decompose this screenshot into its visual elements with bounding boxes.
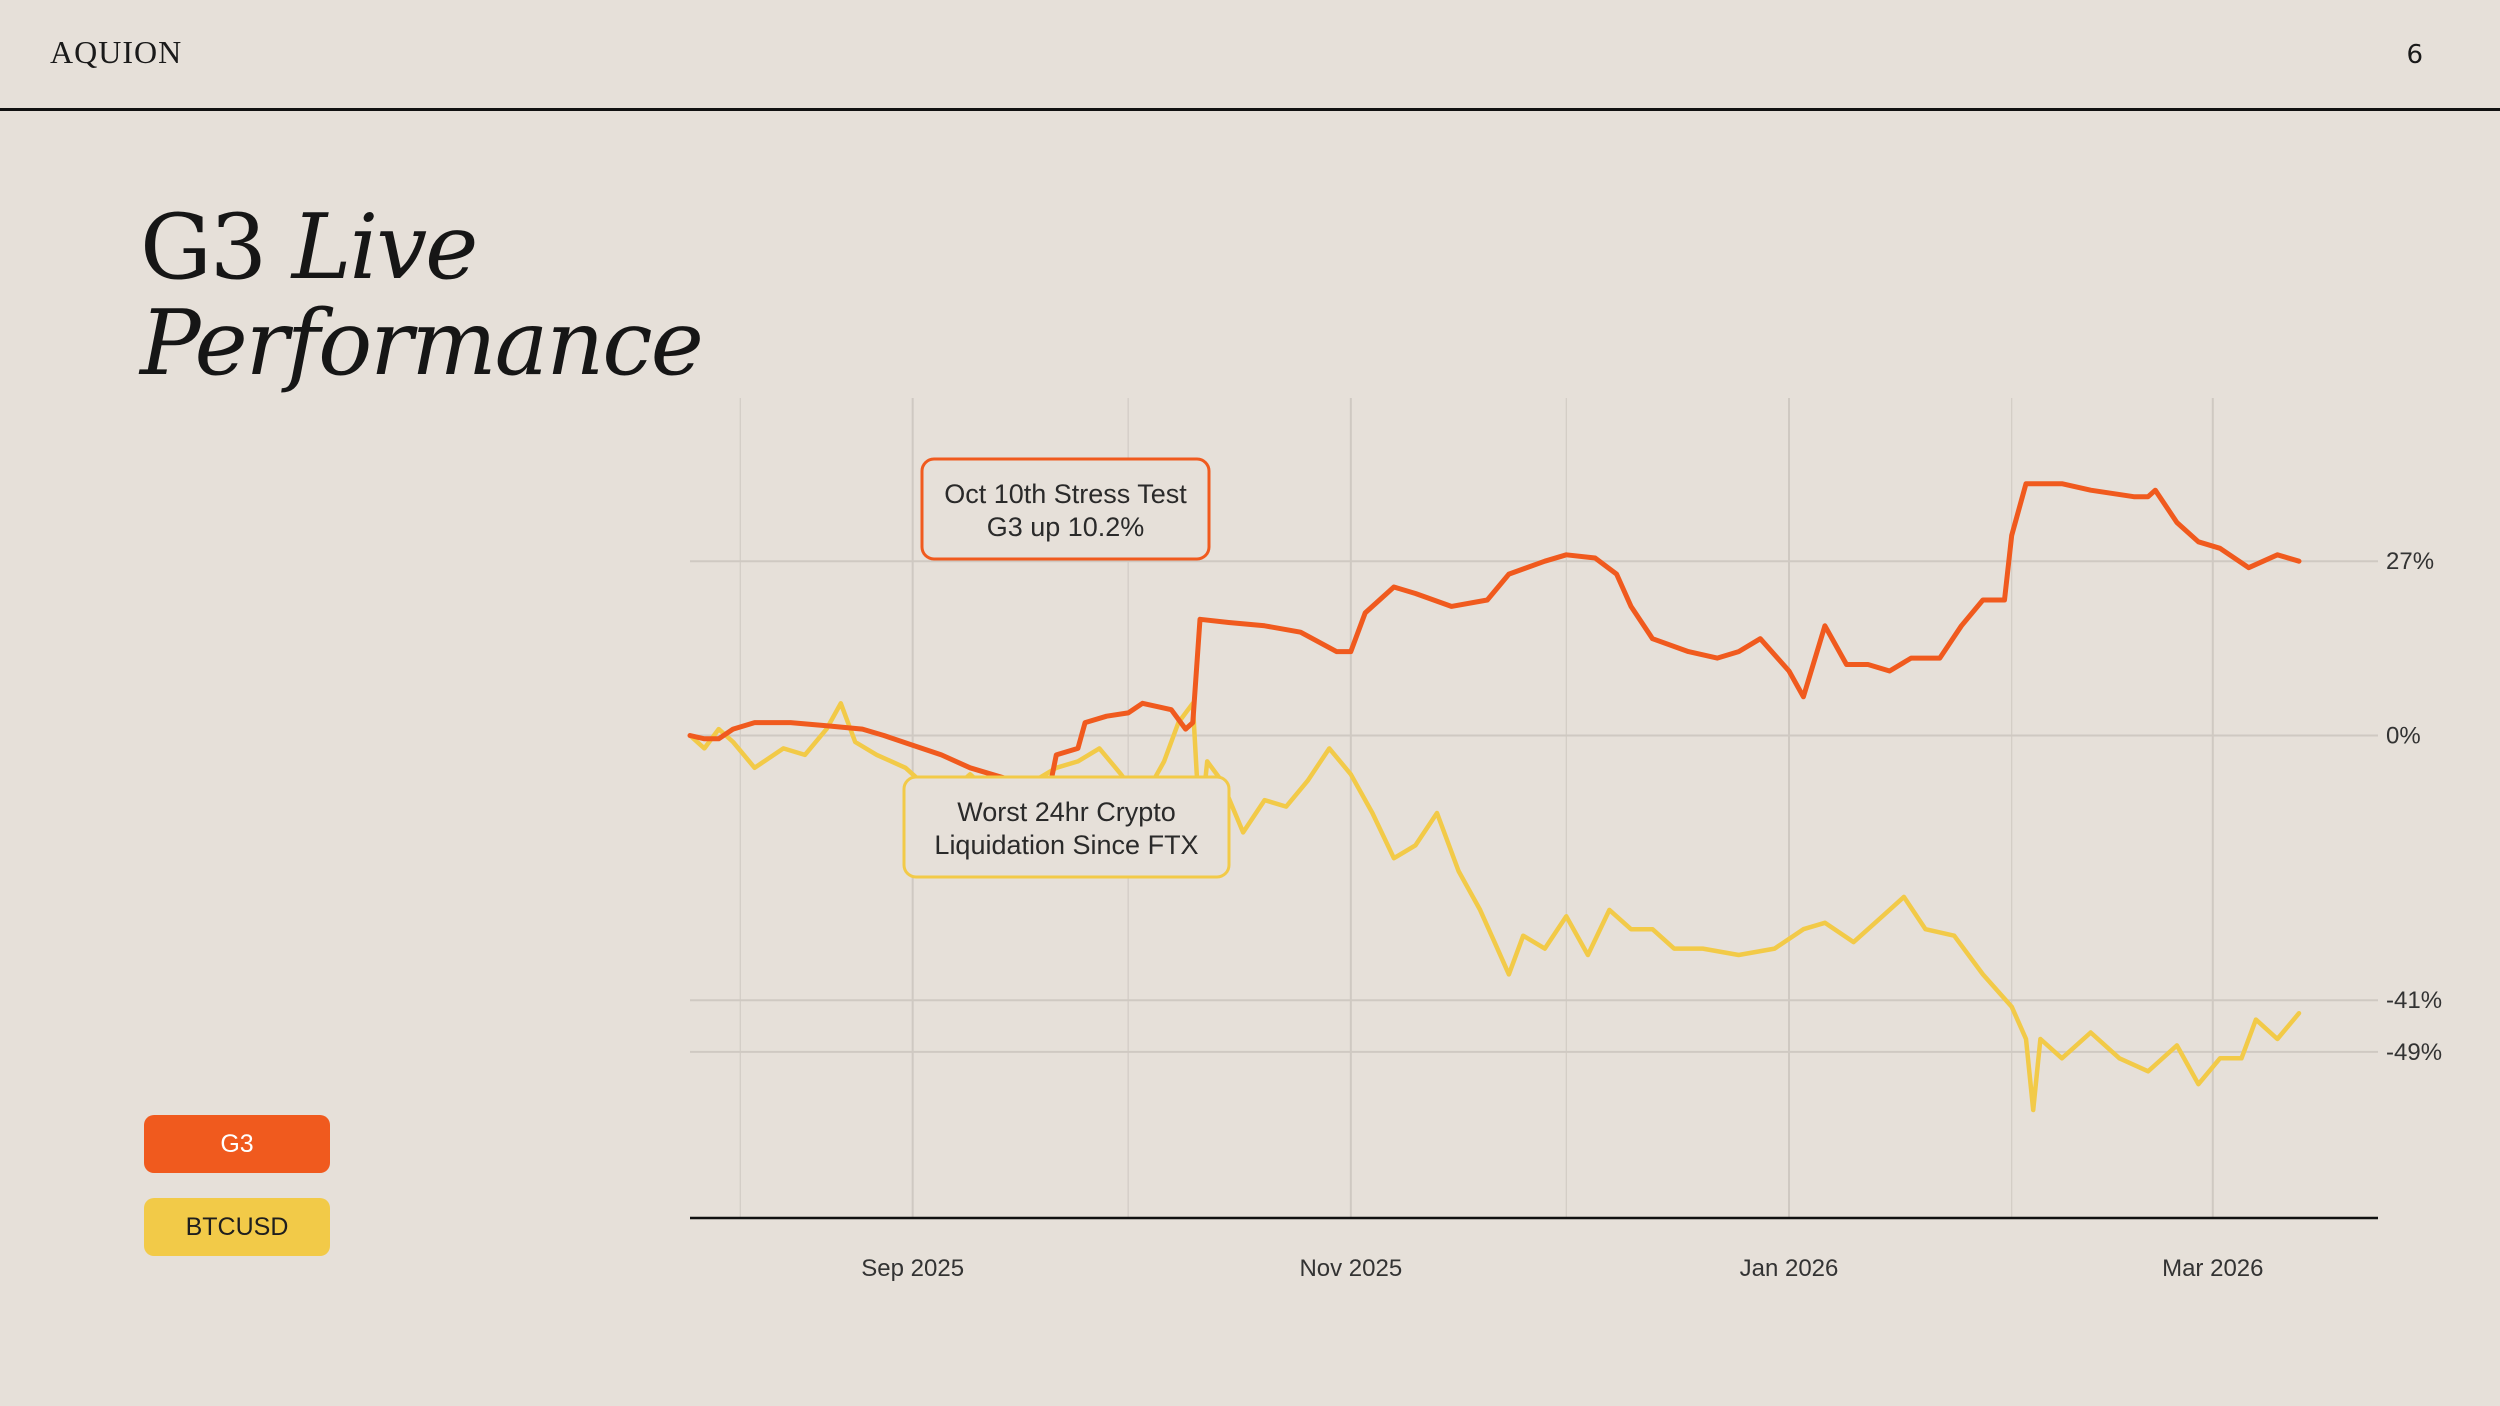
annotation-text-line-0: Worst 24hr Crypto: [957, 797, 1176, 827]
annotation-box: [920, 457, 1211, 561]
header-divider: [0, 108, 2500, 111]
annotation-box: [902, 775, 1231, 879]
legend-btcusd[interactable]: BTCUSD: [144, 1198, 330, 1256]
x-tick-label-2: Jan 2026: [1740, 1255, 1839, 1282]
annotation-text-line-1: G3 up 10.2%: [987, 512, 1145, 542]
y-tick-label-3: -49%: [2386, 1039, 2442, 1066]
page-title: G3 Live Performance: [140, 200, 704, 392]
annotation-text-line-0: Oct 10th Stress Test: [944, 479, 1187, 509]
title-plain: G3: [140, 195, 292, 300]
axis-layer: 27% 0% -41% -49% Sep 2025 Nov 2025 Jan 2026 Mar…: [690, 548, 2442, 1282]
annotation-text-line-1: Liquidation Since FTX: [934, 830, 1198, 860]
x-tick-label-1: Nov 2025: [1299, 1255, 1402, 1282]
x-tick-label-0: Sep 2025: [861, 1255, 964, 1282]
grid-layer: [690, 398, 2378, 1218]
y-tick-label-2: -41%: [2386, 987, 2442, 1014]
title-italic-performance: Performance: [140, 291, 704, 396]
title-italic-live: Live: [291, 195, 479, 300]
btcusd-series-line: [687, 701, 2302, 1113]
y-tick-label-1: 0%: [2386, 723, 2421, 750]
page-number: 6: [2406, 40, 2423, 70]
legend-g3[interactable]: G3: [144, 1115, 330, 1173]
g3-series-line: [687, 481, 2302, 793]
brand-logo: AQUION: [50, 34, 183, 70]
x-tick-label-3: Mar 2026: [2162, 1255, 2263, 1282]
y-tick-label-0: 27%: [2386, 548, 2434, 575]
